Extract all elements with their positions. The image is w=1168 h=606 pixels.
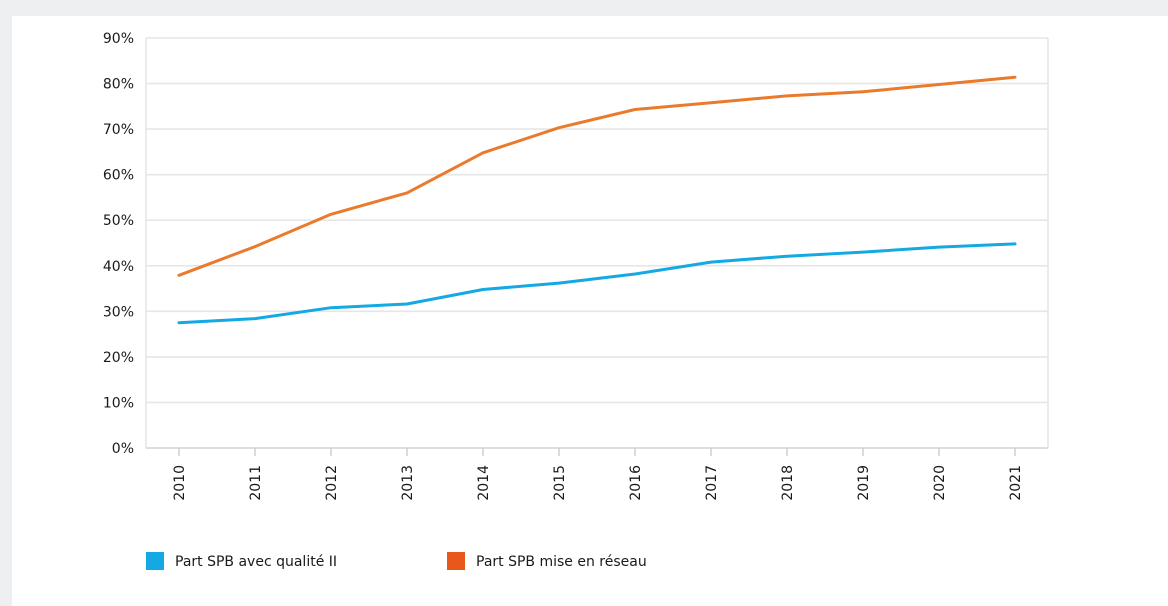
series-lines bbox=[177, 75, 1017, 325]
x-tick-label: 2014 bbox=[476, 465, 492, 501]
x-tick-label: 2018 bbox=[780, 465, 796, 501]
x-tick-label: 2011 bbox=[248, 465, 264, 501]
legend: Part SPB avec qualité II Part SPB mise en… bbox=[146, 552, 647, 570]
x-tick-label: 2010 bbox=[172, 465, 188, 501]
axes bbox=[145, 38, 1049, 456]
x-tick-label: 2013 bbox=[400, 465, 416, 501]
y-tick-label: 40% bbox=[103, 259, 134, 275]
y-tick-label: 50% bbox=[103, 213, 134, 229]
legend-label: Part SPB avec qualité II bbox=[175, 554, 337, 570]
x-tick-label: 2012 bbox=[324, 465, 340, 501]
gridlines bbox=[146, 37, 1048, 404]
y-tick-labels: 0% 10% 20% 30% 40% 50% 60% 70% 80% 90% bbox=[103, 31, 134, 457]
x-tick-label: 2019 bbox=[856, 465, 872, 501]
legend-swatch bbox=[146, 552, 164, 570]
y-tick-label: 80% bbox=[103, 77, 134, 93]
x-tick-label: 2015 bbox=[552, 465, 568, 501]
x-tick-label: 2017 bbox=[704, 465, 720, 501]
x-tick-label: 2016 bbox=[628, 465, 644, 501]
y-tick-label: 90% bbox=[103, 31, 134, 47]
legend-swatch bbox=[447, 552, 465, 570]
series-line-2 bbox=[177, 75, 1017, 277]
x-tick-labels: 2010 2011 2012 2013 2014 2015 2016 2017 2018 2019… bbox=[172, 465, 1024, 501]
y-tick-label: 10% bbox=[103, 395, 134, 411]
x-tick-label: 2020 bbox=[932, 465, 948, 501]
x-tick-label: 2021 bbox=[1008, 465, 1024, 501]
y-tick-label: 20% bbox=[103, 350, 134, 366]
y-tick-label: 60% bbox=[103, 168, 134, 184]
y-tick-label: 30% bbox=[103, 304, 134, 320]
series-line-1 bbox=[177, 242, 1017, 325]
legend-label: Part SPB mise en réseau bbox=[476, 554, 647, 570]
y-tick-label: 0% bbox=[112, 441, 134, 457]
y-tick-label: 70% bbox=[103, 122, 134, 138]
